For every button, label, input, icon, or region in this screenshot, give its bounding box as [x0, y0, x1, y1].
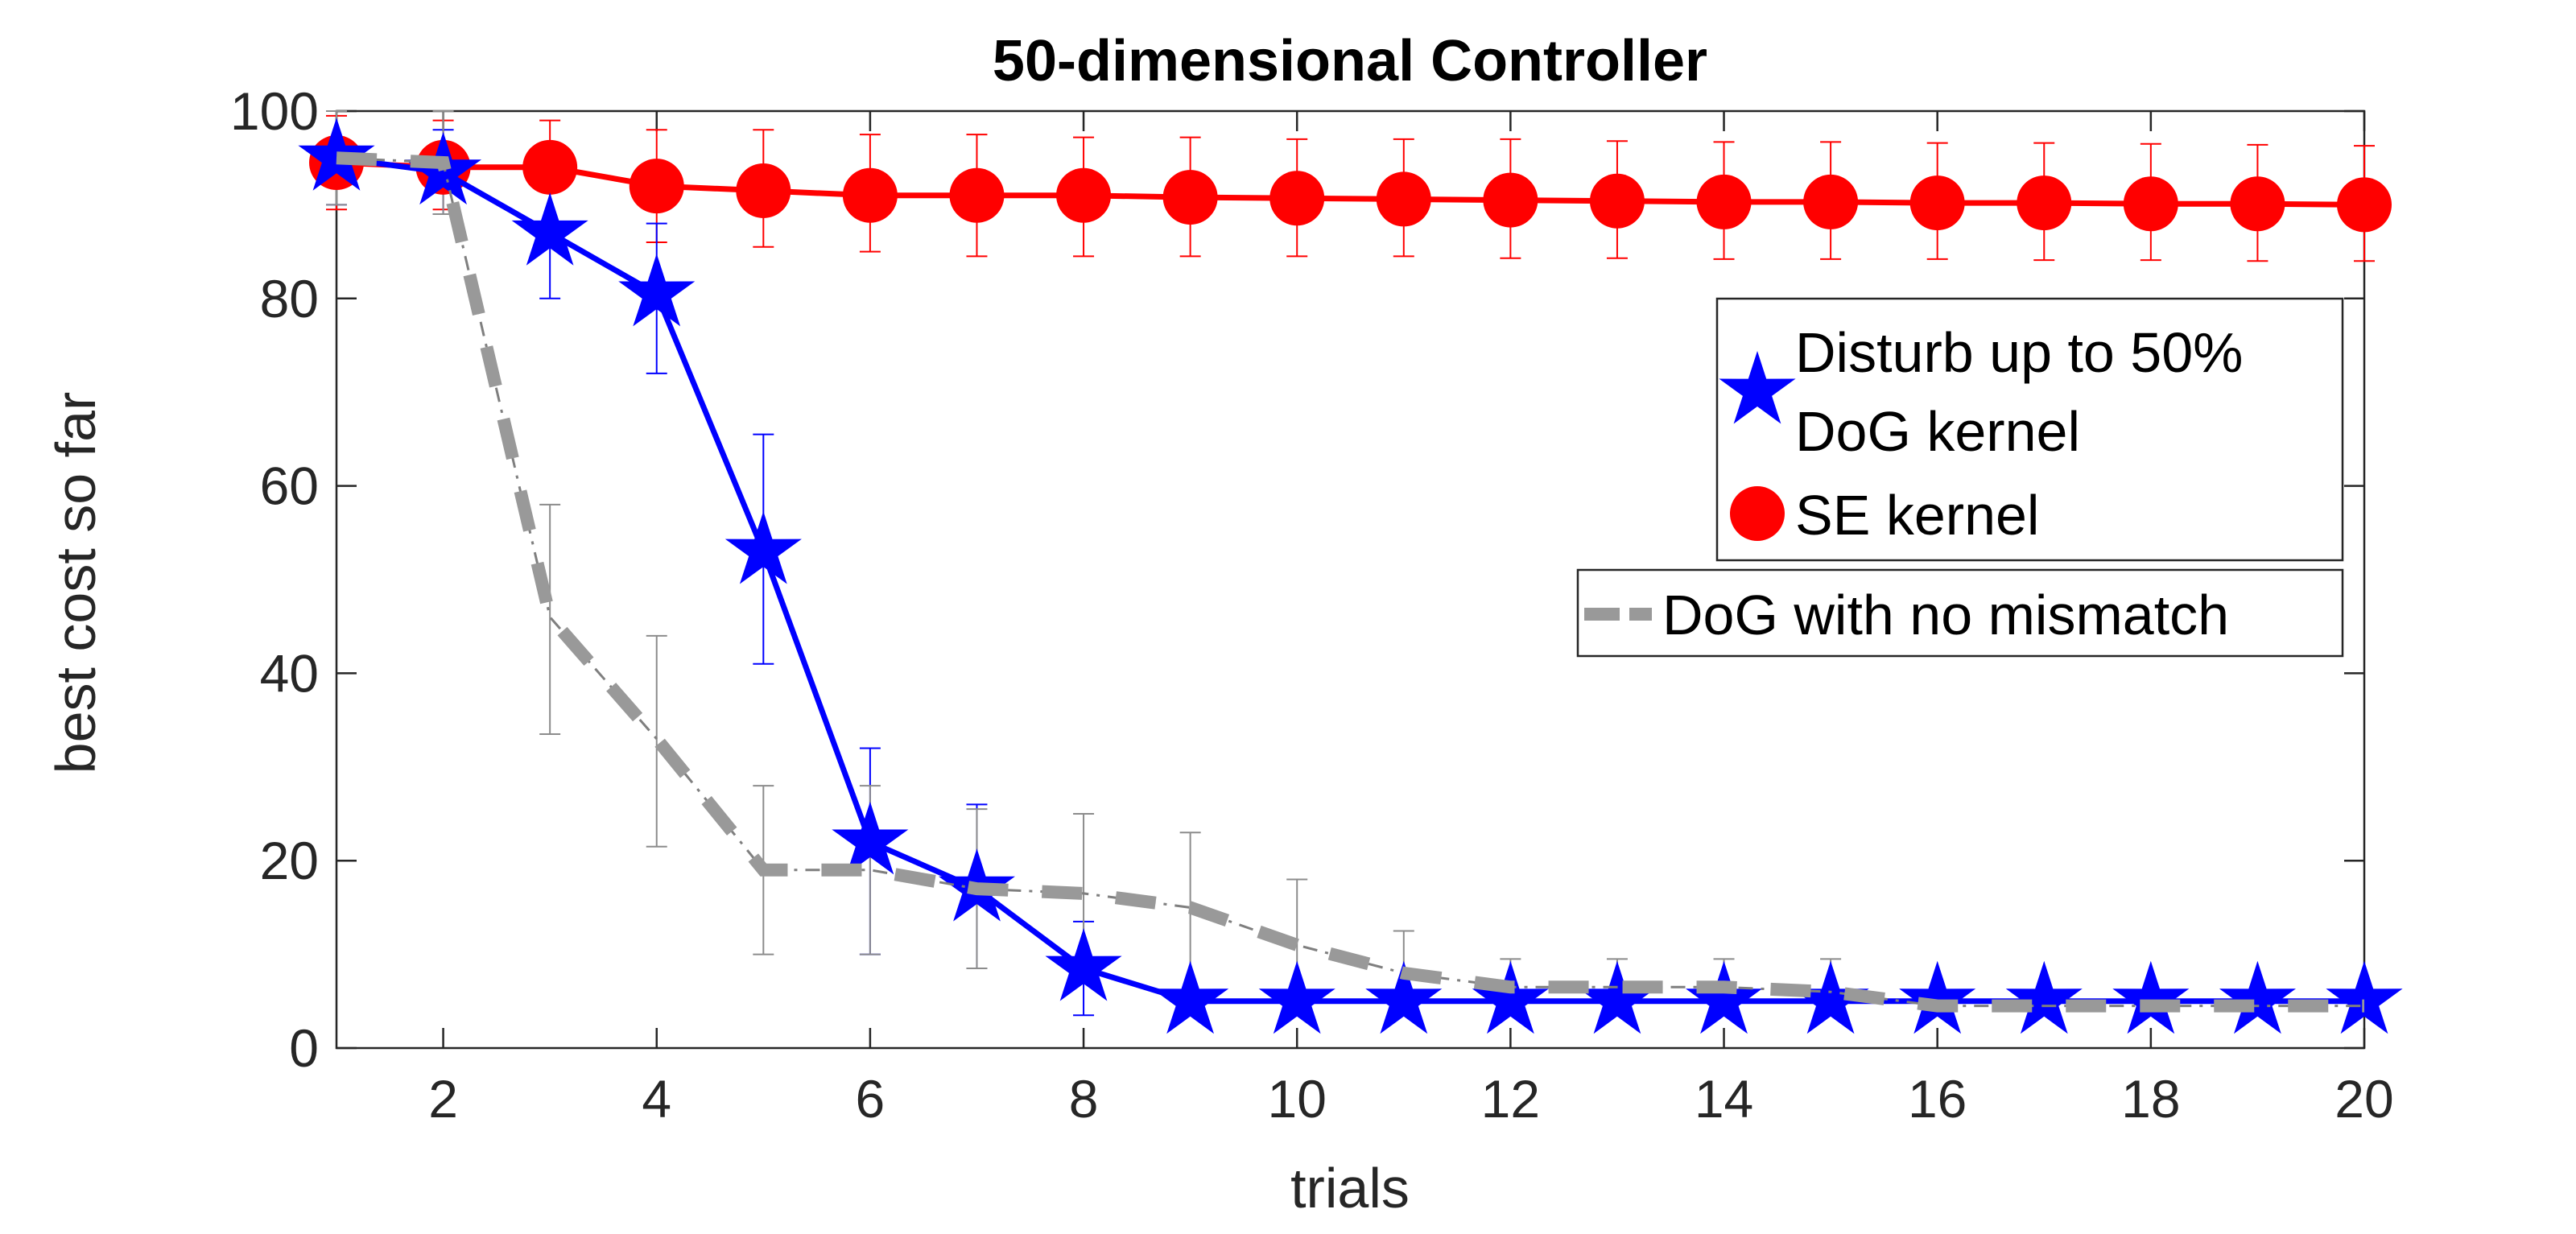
x-tick-label: 14	[1695, 1069, 1753, 1129]
se-kernel-marker	[736, 163, 791, 218]
dog-kernel-marker	[298, 118, 375, 191]
dog-kernel-marker	[2112, 960, 2190, 1034]
x-tick-label: 12	[1481, 1069, 1540, 1129]
se-kernel-marker	[949, 167, 1005, 223]
se-kernel-marker	[629, 159, 684, 214]
se-kernel-marker	[2017, 175, 2072, 231]
y-tick-label: 80	[260, 269, 319, 328]
x-tick-label: 10	[1267, 1069, 1326, 1129]
y-axis-label: best cost so far	[44, 392, 107, 774]
legend-circle-icon	[1730, 486, 1785, 541]
x-tick-label: 8	[1069, 1069, 1099, 1129]
dog-kernel-marker	[1472, 960, 1549, 1034]
se-kernel-marker	[1376, 171, 1431, 227]
dog-kernel-marker	[1045, 928, 1122, 1001]
se-kernel-marker	[2123, 176, 2178, 232]
x-tick-label: 20	[2334, 1069, 2393, 1129]
x-tick-label: 6	[856, 1069, 886, 1129]
legend-label-dog-kernel-line1: Disturb up to 50%	[1795, 321, 2243, 384]
x-tick-label: 18	[2121, 1069, 2180, 1129]
y-tick-label: 0	[289, 1018, 319, 1078]
dog-kernel-marker	[1152, 960, 1229, 1034]
dog-kernel-marker	[2005, 960, 2083, 1034]
dog-kernel-marker	[1792, 960, 1869, 1034]
dog-kernel-marker	[1365, 960, 1443, 1034]
se-kernel-marker	[842, 167, 898, 223]
se-kernel-marker	[1056, 167, 1112, 223]
se-kernel-marker	[2230, 176, 2285, 232]
legend-star-icon	[1719, 351, 1796, 424]
axes-box	[335, 109, 2366, 1050]
dog-kernel-marker	[511, 192, 588, 266]
se-kernel-marker	[1483, 172, 1538, 228]
dog-kernel-marker	[2326, 960, 2403, 1034]
dog-kernel-marker	[1686, 960, 1763, 1034]
x-axis-label: trials	[1290, 1157, 1410, 1220]
dog-kernel-marker	[1579, 960, 1656, 1034]
legend-box-2	[1576, 568, 2344, 658]
x-tick-label: 4	[642, 1069, 671, 1129]
legend: Disturb up to 50% DoG kernel SE kernel DoG …	[1576, 297, 2344, 658]
se-kernel-marker	[1909, 175, 1965, 231]
y-tick-label: 60	[260, 456, 319, 516]
y-tick-label: 100	[230, 81, 319, 141]
dog-kernel-marker	[618, 254, 696, 327]
dog-kernel-marker	[1899, 960, 1976, 1034]
se-kernel-marker	[1162, 170, 1218, 225]
se-kernel-marker	[1589, 173, 1645, 229]
dog-no-mismatch-line	[336, 151, 2364, 1013]
legend-label-dog-no-mismatch: DoG with no mismatch	[1662, 584, 2229, 646]
dog-kernel-marker	[2219, 960, 2296, 1034]
dog-kernel-marker	[724, 511, 802, 584]
legend-label-se-kernel: SE kernel	[1795, 484, 2039, 547]
x-tick-label: 2	[428, 1069, 458, 1129]
y-tick-label: 20	[260, 831, 319, 890]
dog-kernel-marker	[832, 801, 909, 875]
se-kernel-marker	[522, 139, 578, 195]
se-kernel-marker	[2337, 177, 2392, 233]
dog-kernel-marker	[1258, 960, 1335, 1034]
legend-box	[1715, 297, 2344, 562]
se-kernel-marker	[1696, 174, 1752, 229]
x-tick-label: 16	[1908, 1069, 1967, 1129]
chart-title: 50-dimensional Controller	[993, 29, 1707, 93]
y-tick-label: 40	[260, 643, 319, 703]
legend-label-dog-kernel-line2: DoG kernel	[1795, 400, 2080, 463]
se-kernel-marker	[1269, 171, 1325, 226]
plot-area: 2 4 6 8 10 12 14 16 18 20 0 20 40 60 80 100	[230, 81, 2403, 1129]
se-kernel-marker	[1803, 174, 1859, 229]
